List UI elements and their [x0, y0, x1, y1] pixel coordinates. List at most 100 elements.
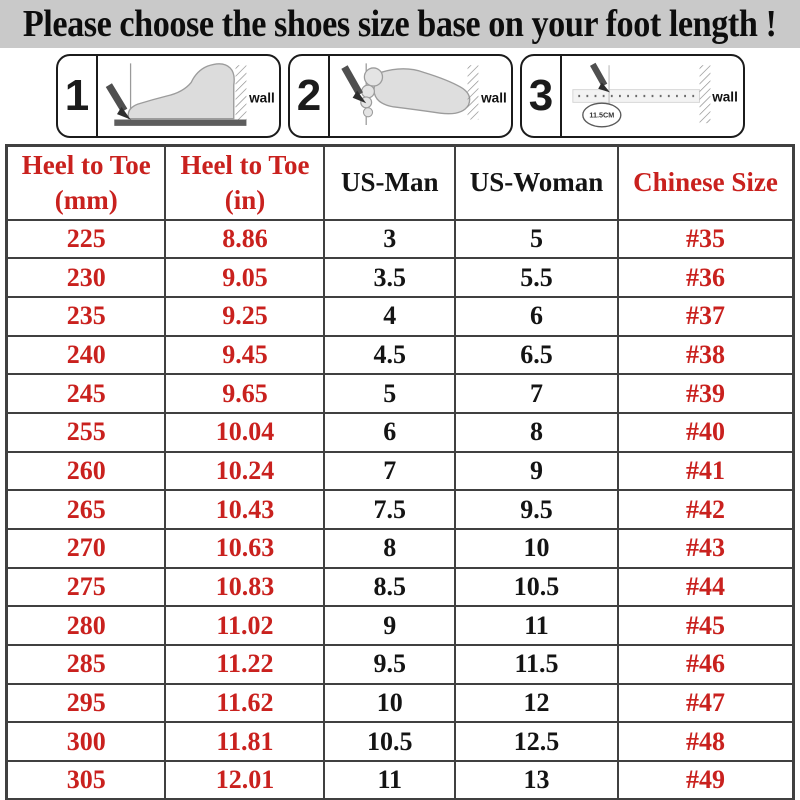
cell-us-man: 11: [323, 760, 457, 800]
pencil-icon: [590, 62, 610, 93]
cell-us-woman: 8: [454, 411, 619, 453]
table-row: 260 10.24 7 9 #41: [5, 450, 795, 492]
cell-us-woman: 13: [454, 760, 619, 800]
cell-heel-to-toe-in: 12.01: [164, 760, 326, 800]
header-line: (mm): [54, 184, 118, 215]
cell-heel-to-toe-in: 9.65: [164, 373, 326, 414]
size-table-body: 225 8.86 3 5 #35 230 9.05 3.5 5.5 #36 23…: [5, 218, 795, 800]
col-header-us-man: US-Man: [323, 144, 457, 221]
cell-chinese-size: #35: [616, 218, 795, 260]
header-row: Heel to Toe (mm) Heel to Toe (in) US-Man…: [5, 144, 795, 221]
step-3-box: 3: [520, 54, 745, 138]
wall-hatch-icon: [699, 65, 711, 124]
cell-heel-to-toe-mm: 245: [5, 373, 167, 414]
page-title: Please choose the shoes size base on you…: [23, 3, 777, 45]
cell-us-woman: 6.5: [454, 334, 619, 376]
step-2-number: 2: [290, 56, 330, 136]
cell-chinese-size: #40: [616, 411, 795, 453]
cell-us-man: 10.5: [323, 721, 457, 763]
cell-us-woman: 5.5: [454, 257, 619, 298]
table-row: 245 9.65 5 7 #39: [5, 373, 795, 414]
cell-us-woman: 10: [454, 528, 619, 569]
cell-us-woman: 6: [454, 295, 619, 337]
cell-us-woman: 9.5: [454, 489, 619, 530]
cell-heel-to-toe-mm: 230: [5, 257, 167, 298]
step-1-box: 1 wall: [56, 54, 281, 138]
measure-circle: 11.5CM: [582, 102, 622, 128]
cell-chinese-size: #41: [616, 450, 795, 492]
cell-heel-to-toe-in: 11.02: [164, 605, 326, 647]
cell-heel-to-toe-in: 9.45: [164, 334, 326, 376]
cell-heel-to-toe-mm: 255: [5, 411, 167, 453]
cell-heel-to-toe-mm: 300: [5, 721, 167, 763]
cell-us-woman: 12.5: [454, 721, 619, 763]
cell-chinese-size: #36: [616, 257, 795, 298]
header-line: Heel to Toe: [180, 149, 310, 180]
header-line: Heel to Toe: [21, 149, 151, 180]
cell-us-man: 3: [323, 218, 457, 260]
wall-label: wall: [480, 90, 507, 105]
cell-us-man: 6: [323, 411, 457, 453]
cell-heel-to-toe-mm: 225: [5, 218, 167, 260]
cell-heel-to-toe-in: 10.63: [164, 528, 326, 569]
cell-us-man: 7.5: [323, 489, 457, 530]
cell-heel-to-toe-mm: 260: [5, 450, 167, 492]
cell-us-woman: 12: [454, 682, 619, 724]
table-row: 240 9.45 4.5 6.5 #38: [5, 334, 795, 376]
table-row: 295 11.62 10 12 #47: [5, 682, 795, 724]
step-1-illustration: wall: [105, 63, 275, 126]
wall-label: wall: [248, 90, 275, 105]
cell-heel-to-toe-mm: 270: [5, 528, 167, 569]
cell-heel-to-toe-mm: 295: [5, 682, 167, 724]
cell-chinese-size: #49: [616, 760, 795, 800]
step-1-number: 1: [58, 56, 98, 136]
cell-us-man: 10: [323, 682, 457, 724]
cell-heel-to-toe-mm: 265: [5, 489, 167, 530]
cell-us-man: 9: [323, 605, 457, 647]
cell-us-man: 9.5: [323, 644, 457, 685]
cell-heel-to-toe-mm: 275: [5, 566, 167, 608]
table-row: 300 11.81 10.5 12.5 #48: [5, 721, 795, 763]
cell-heel-to-toe-mm: 280: [5, 605, 167, 647]
table-row: 225 8.86 3 5 #35: [5, 218, 795, 260]
floor-line: [114, 119, 247, 126]
size-table-header: Heel to Toe (mm) Heel to Toe (in) US-Man…: [5, 144, 795, 221]
step-1-art: wall: [98, 56, 279, 136]
cell-chinese-size: #38: [616, 334, 795, 376]
cell-heel-to-toe-in: 10.83: [164, 566, 326, 608]
measurement-steps: 1 wall: [56, 54, 745, 138]
foot-sole-icon: [360, 67, 471, 118]
cell-us-woman: 11.5: [454, 644, 619, 685]
cell-us-woman: 9: [454, 450, 619, 492]
cell-chinese-size: #48: [616, 721, 795, 763]
cell-chinese-size: #37: [616, 295, 795, 337]
wall-label: wall: [711, 89, 738, 104]
table-row: 235 9.25 4 6 #37: [5, 295, 795, 337]
table-row: 305 12.01 11 13 #49: [5, 760, 795, 800]
cell-heel-to-toe-in: 11.81: [164, 721, 326, 763]
step-3-number: 3: [522, 56, 562, 136]
cell-heel-to-toe-in: 10.24: [164, 450, 326, 492]
cell-chinese-size: #42: [616, 489, 795, 530]
cell-us-woman: 10.5: [454, 566, 619, 608]
step-3-art: 11.5CM wall: [562, 56, 743, 136]
cell-us-woman: 7: [454, 373, 619, 414]
cell-us-man: 8: [323, 528, 457, 569]
step-2-box: 2: [288, 54, 513, 138]
cell-us-man: 4: [323, 295, 457, 337]
cell-us-man: 7: [323, 450, 457, 492]
header-line: (in): [224, 184, 266, 215]
measure-label: 11.5CM: [589, 111, 614, 120]
size-table: Heel to Toe (mm) Heel to Toe (in) US-Man…: [5, 144, 795, 800]
col-header-chinese-size: Chinese Size: [616, 144, 795, 221]
wall-hatch-icon: [467, 65, 479, 120]
step-3-illustration: 11.5CM wall: [572, 62, 738, 128]
col-header-heel-to-toe-mm: Heel to Toe (mm): [5, 144, 167, 221]
cell-us-man: 4.5: [323, 334, 457, 376]
ruler-icon: [572, 89, 701, 103]
cell-us-man: 3.5: [323, 257, 457, 298]
cell-us-woman: 11: [454, 605, 619, 647]
cell-chinese-size: #39: [616, 373, 795, 414]
table-row: 275 10.83 8.5 10.5 #44: [5, 566, 795, 608]
